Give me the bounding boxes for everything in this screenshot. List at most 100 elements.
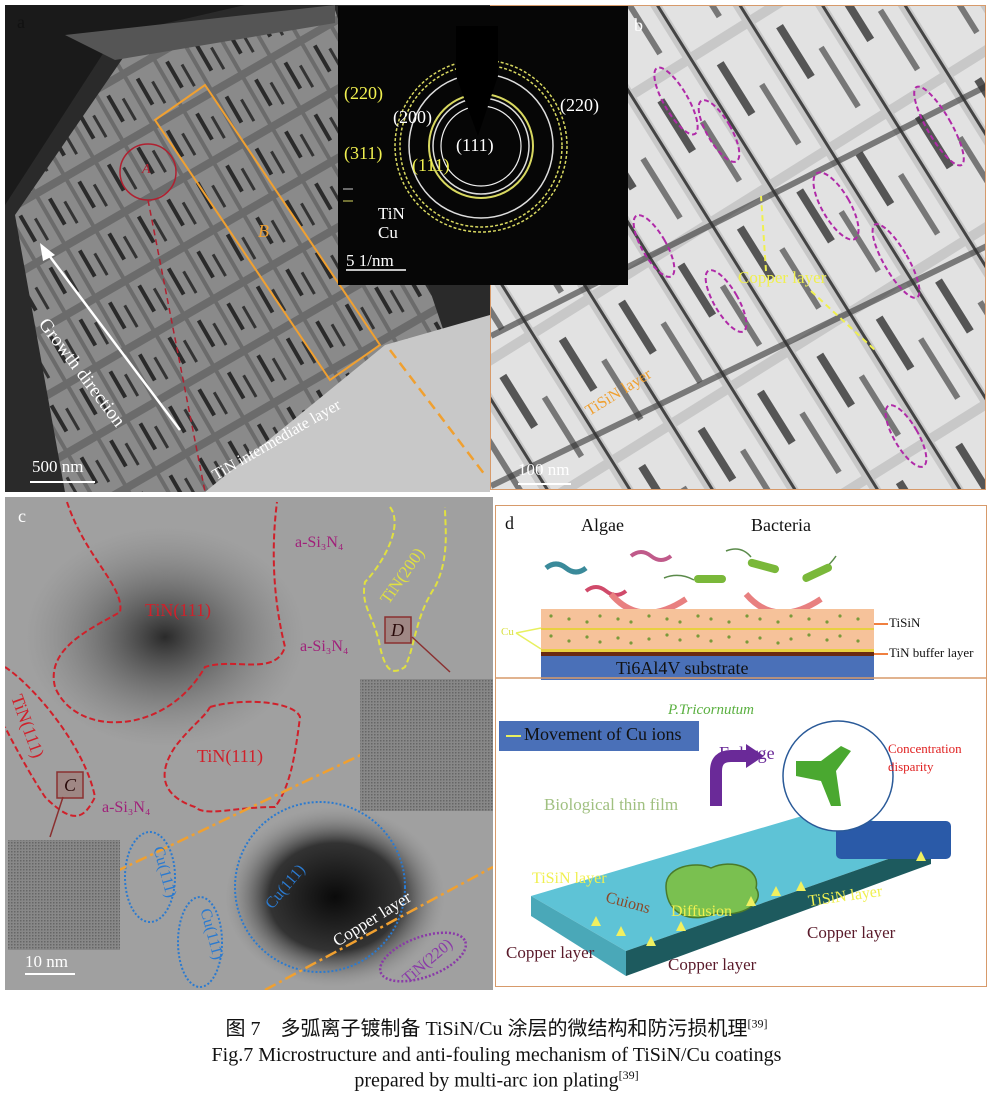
tin-buffer-label: TiN buffer layer: [889, 645, 974, 660]
cu-particle: [598, 614, 602, 618]
diffusion-label: Diffusion: [671, 903, 733, 920]
caption-en-text: Fig.7 Microstructure and anti-fouling me…: [211, 1044, 782, 1066]
substrate: [205, 315, 490, 492]
si3n4-label: a-Si₃N₄: [102, 799, 151, 816]
copper-layer-label: Copper layer: [738, 268, 827, 287]
caption-en-line1: Fig.7 Microstructure and anti-fouling me…: [0, 1044, 993, 1067]
box-c-label: C: [64, 775, 77, 795]
panel-d-schematic: d Algae Bacteria TiSiN TiN buffer layer …: [495, 505, 987, 987]
caption-en-ref: [39]: [618, 1068, 639, 1082]
tin200-outline: [363, 506, 447, 672]
copper-slab-side: [626, 844, 931, 976]
algae-label: Algae: [581, 515, 624, 535]
cu-220-label: (220): [344, 83, 383, 103]
legend-tin: TiN: [378, 204, 405, 223]
bacteria-label: Bacteria: [751, 515, 811, 535]
caption-en-line2: prepared by multi-arc ion plating[39]: [0, 1068, 993, 1093]
cu-particle: [807, 633, 811, 637]
disparity-label: disparity: [888, 759, 934, 774]
cu-particle: [567, 639, 571, 643]
cu-particle: [776, 641, 780, 645]
cu-particle: [678, 638, 682, 642]
saed-scale-bar-label: 5 1/nm: [346, 251, 394, 270]
cu-particle: [727, 635, 731, 639]
p-tricornutum-cell: [796, 746, 851, 806]
panel-label: c: [18, 506, 26, 526]
cu-particle: [709, 617, 713, 621]
panel-label: b: [634, 15, 643, 35]
enlarged-view-circle: [782, 720, 894, 832]
tin111-label: TiN(111): [145, 600, 212, 620]
region-b-box: [153, 83, 382, 382]
cu-particle: [696, 614, 700, 618]
si3n4-label: a-Si₃N₄: [300, 638, 349, 655]
substrate-label: Ti6Al4V substrate: [616, 658, 749, 678]
cu111-circle: [234, 801, 406, 973]
copper-layer-label: Copper layer: [506, 943, 595, 962]
cu-particle: [838, 614, 842, 618]
cu-label: Cu: [501, 626, 514, 638]
box-d-label: D: [391, 620, 404, 640]
cu-particle: [598, 640, 602, 644]
cu-particle: [807, 617, 811, 621]
region-a-label: A: [142, 162, 151, 177]
cu-particle: [745, 614, 749, 618]
tin-200-label: (200): [393, 107, 432, 127]
cu-particle: [825, 638, 829, 642]
tin-220-label: (220): [560, 95, 599, 115]
cu-particle: [585, 620, 589, 624]
cu-particle: [585, 635, 589, 639]
cu-ion-arrows: [591, 851, 926, 946]
caption-cn: 图 7 多弧离子镀制备 TiSiN/Cu 涂层的微结构和防污损机理[39]: [0, 1012, 993, 1041]
si3n4-label: a-Si₃N₄: [295, 534, 344, 551]
concentration-label: Concentration: [888, 741, 962, 756]
box-c: [56, 771, 84, 799]
cu-particle: [665, 633, 669, 637]
legend-label: Movement of Cu ions: [524, 724, 682, 744]
bacteria-icons: [663, 548, 837, 583]
cu-particle: [647, 637, 651, 641]
cu-particle: [665, 617, 669, 621]
copper-layer-label: Copper layer: [668, 955, 757, 974]
cu-particle: [856, 617, 860, 621]
cu-111-label: (111): [412, 155, 450, 175]
substrate: [541, 656, 874, 680]
caption-en-text: prepared by multi-arc ion plating: [354, 1069, 619, 1092]
caption-cn-text: 图 7 多弧离子镀制备 TiSiN/Cu 涂层的微结构和防污损机理: [225, 1018, 748, 1040]
enlarge-label: Enlarge: [719, 743, 775, 763]
inset-d-lattice: [360, 679, 493, 811]
cu-particle: [696, 634, 700, 638]
cu-particle: [647, 614, 651, 618]
cu-particle: [789, 637, 793, 641]
scale-bar-label: 10 nm: [25, 952, 68, 971]
columnar-coating: [15, 10, 445, 492]
cu-particle: [567, 617, 571, 621]
tin111-outlines: [5, 501, 302, 817]
tin-buffer-layer: [541, 652, 874, 656]
copper-layer-label: Copper layer: [807, 923, 896, 942]
panel-b-tem-image: b Copper layer TiSiN layer 100 nm: [490, 5, 986, 490]
saed-graphic: [343, 26, 568, 271]
box-d: [384, 616, 412, 644]
cu-particle: [616, 636, 620, 640]
cu-particle: [776, 620, 780, 624]
cu-particle: [629, 620, 633, 624]
tisin-label: TiSiN: [889, 615, 921, 630]
legend-box: [499, 721, 699, 751]
biofilm: [665, 863, 759, 919]
biofilm-label: Biological thin film: [544, 795, 679, 814]
legend-cu: Cu: [378, 223, 398, 242]
cu-particle: [856, 639, 860, 643]
panel-label: d: [505, 513, 514, 533]
tisin-layer-label: TiSiN layer: [532, 870, 607, 887]
cu-particle: [629, 641, 633, 645]
panel-c-graphic: [5, 497, 493, 990]
cu-particle: [758, 636, 762, 640]
inset-c-lattice: [8, 840, 120, 950]
scale-bar-label: 100 nm: [518, 460, 570, 479]
species-label: P.Tricornutum: [668, 702, 754, 718]
scale-bar-label: 500 nm: [32, 457, 84, 476]
blank-box: [836, 821, 951, 859]
cu-particle: [789, 614, 793, 618]
